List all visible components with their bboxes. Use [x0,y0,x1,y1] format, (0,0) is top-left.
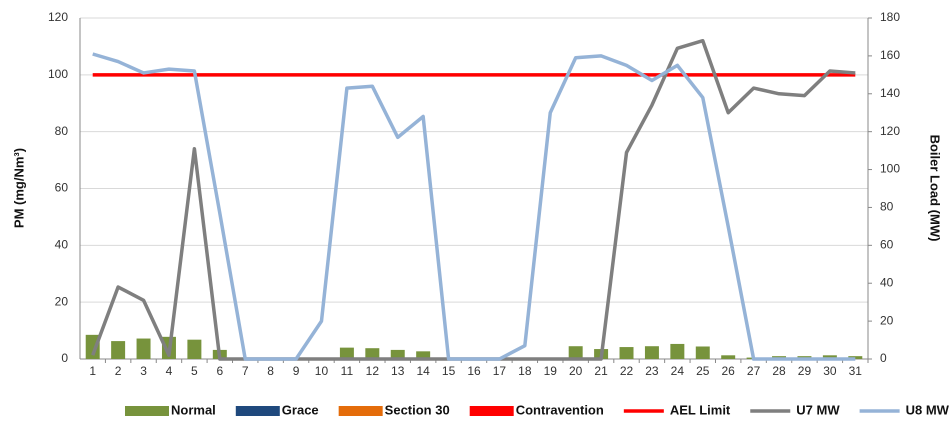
x-tick-label: 14 [416,364,430,378]
bar [390,349,405,359]
x-tick-label: 31 [849,364,863,378]
y2-axis-label: Boiler Load (MW) [928,135,943,242]
y-tick-label: 20 [55,294,69,308]
bar [619,347,634,359]
y2-tick-label: 100 [880,162,900,176]
x-tick-label: 30 [823,364,837,378]
x-tick-label: 16 [467,364,481,378]
bar [339,347,354,359]
y2-tick-label: 160 [880,48,900,62]
y-tick-label: 60 [55,181,69,195]
x-tick-label: 6 [216,364,223,378]
bar [136,338,151,359]
bar [416,351,431,359]
legend-swatch [338,406,383,416]
legend-swatch [235,406,280,416]
y2-tick-label: 180 [880,10,900,24]
y2-tick-label: 20 [880,313,894,327]
x-tick-label: 10 [315,364,329,378]
x-tick-label: 7 [242,364,249,378]
y2-tick-label: 80 [880,200,894,214]
bar [111,341,126,359]
y2-tick-label: 140 [880,86,900,100]
x-tick-label: 5 [191,364,198,378]
legend-label: Normal [171,402,216,417]
x-tick-label: 1 [89,364,96,378]
y-tick-label: 40 [55,238,69,252]
legend-label: Contravention [516,402,604,417]
x-tick-label: 23 [645,364,659,378]
x-tick-label: 4 [166,364,173,378]
bar [568,346,583,359]
x-tick-label: 24 [671,364,685,378]
x-tick-label: 21 [594,364,608,378]
legend-swatch [469,406,514,416]
x-tick-label: 2 [115,364,122,378]
y2-tick-label: 120 [880,124,900,138]
y2-tick-label: 60 [880,238,894,252]
x-tick-label: 17 [493,364,507,378]
x-tick-label: 27 [747,364,761,378]
y2-tick-label: 40 [880,275,894,289]
bar [670,343,685,359]
x-tick-label: 25 [696,364,710,378]
legend-label: U7 MW [796,402,840,417]
x-tick-label: 11 [341,364,354,378]
x-tick-label: 20 [569,364,583,378]
x-tick-label: 22 [620,364,634,378]
x-tick-label: 12 [366,364,380,378]
bar [187,339,202,359]
bar [365,348,380,359]
legend-label: Section 30 [385,402,450,417]
y-axis-label: PM (mg/Nm³) [11,148,26,228]
x-tick-label: 8 [267,364,274,378]
x-tick-label: 29 [798,364,812,378]
line-series [92,52,856,361]
line-series [91,38,856,361]
y-tick-label: 80 [55,124,69,138]
y2-tick-label: 0 [880,351,887,365]
x-tick-label: 18 [518,364,532,378]
legend-label: U8 MW [906,402,950,417]
y-tick-label: 0 [61,351,68,365]
y-tick-label: 120 [48,10,68,24]
x-tick-label: 19 [544,364,558,378]
x-tick-label: 15 [442,364,456,378]
y-tick-label: 100 [48,67,68,81]
legend-label: AEL Limit [670,402,731,417]
bar [822,355,837,359]
bar [695,346,710,359]
x-tick-label: 13 [391,364,405,378]
bar [644,346,659,359]
x-tick-label: 9 [293,364,300,378]
legend-label: Grace [282,402,319,417]
x-tick-label: 28 [772,364,786,378]
legend-swatch [125,406,169,416]
x-tick-label: 26 [722,364,736,378]
x-tick-label: 3 [140,364,147,378]
bar [721,355,736,359]
